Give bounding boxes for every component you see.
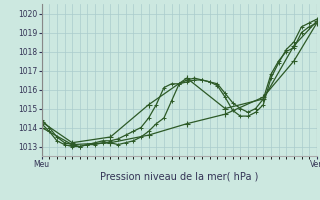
X-axis label: Pression niveau de la mer( hPa ): Pression niveau de la mer( hPa ): [100, 172, 258, 182]
